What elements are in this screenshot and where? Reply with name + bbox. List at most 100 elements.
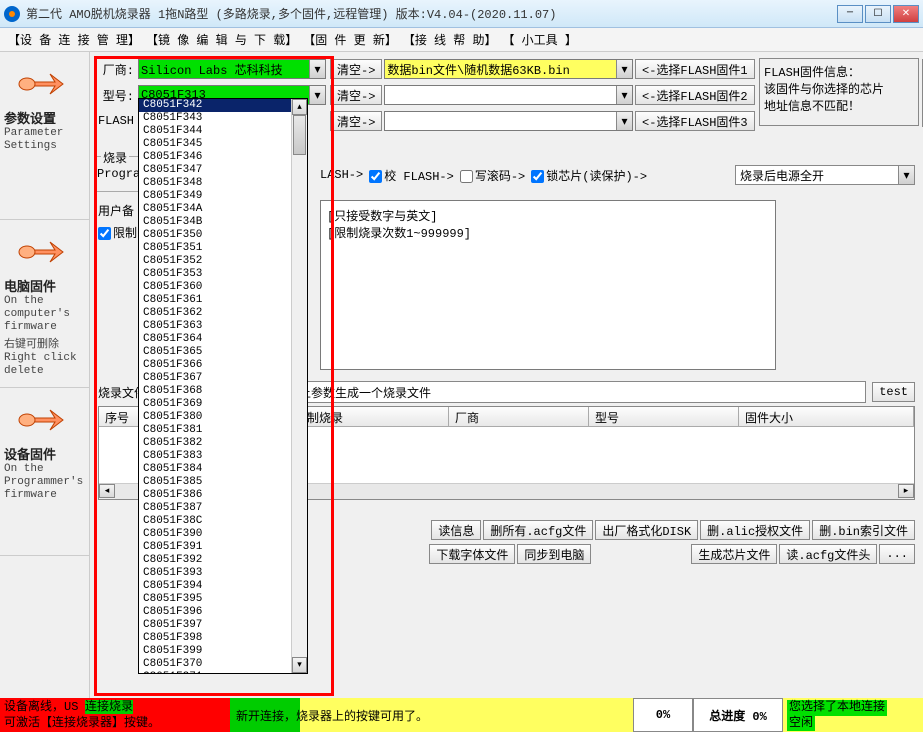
sidebar-device-firmware[interactable]: 设备固件 On the Programmer's firmware bbox=[0, 388, 89, 556]
dropdown-scrollbar[interactable]: ▴▾ bbox=[291, 99, 307, 673]
col-size[interactable]: 固件大小 bbox=[739, 407, 914, 426]
close-button[interactable]: ✕ bbox=[893, 5, 919, 23]
dropdown-item[interactable]: C8051F396 bbox=[139, 606, 307, 619]
dropdown-item[interactable]: C8051F368 bbox=[139, 385, 307, 398]
dropdown-item[interactable]: C8051F393 bbox=[139, 567, 307, 580]
more-button[interactable]: ... bbox=[879, 544, 915, 564]
dropdown-item[interactable]: C8051F381 bbox=[139, 424, 307, 437]
status-progress: 0% bbox=[633, 698, 693, 732]
minimize-button[interactable]: ─ bbox=[837, 5, 863, 23]
menu-firmware[interactable]: 【固 件 更 新】 bbox=[301, 29, 399, 50]
lock-chip-checkbox[interactable]: 锁芯片(读保护)-> bbox=[531, 167, 647, 184]
dropdown-item[interactable]: C8051F350 bbox=[139, 229, 307, 242]
col-limit[interactable]: 限制烧录 bbox=[289, 407, 449, 426]
scroll-thumb[interactable] bbox=[293, 115, 306, 155]
dropdown-item[interactable]: C8051F345 bbox=[139, 138, 307, 151]
sync-pc-button[interactable]: 同步到电脑 bbox=[517, 544, 591, 564]
dropdown-item[interactable]: C8051F34B bbox=[139, 216, 307, 229]
dropdown-item[interactable]: C8051F38C bbox=[139, 515, 307, 528]
dropdown-item[interactable]: C8051F370 bbox=[139, 658, 307, 671]
dropdown-item[interactable]: C8051F383 bbox=[139, 450, 307, 463]
dropdown-item[interactable]: C8051F367 bbox=[139, 372, 307, 385]
scroll-down-icon[interactable]: ▾ bbox=[292, 657, 307, 673]
limit-checkbox[interactable]: 限制 bbox=[98, 224, 137, 241]
select-flash1-button[interactable]: <-选择FLASH固件1 bbox=[635, 59, 755, 79]
dropdown-item[interactable]: C8051F380 bbox=[139, 411, 307, 424]
scroll-left-icon[interactable]: ◂ bbox=[99, 484, 115, 498]
dropdown-item[interactable]: C8051F349 bbox=[139, 190, 307, 203]
dropdown-item[interactable]: C8051F343 bbox=[139, 112, 307, 125]
dropdown-item[interactable]: C8051F399 bbox=[139, 645, 307, 658]
download-font-button[interactable]: 下载字体文件 bbox=[429, 544, 515, 564]
select-flash3-button[interactable]: <-选择FLASH固件3 bbox=[635, 111, 755, 131]
dropdown-item[interactable]: C8051F392 bbox=[139, 554, 307, 567]
sidebar: 参数设置 Parameter Settings 电脑固件 On the comp… bbox=[0, 52, 90, 710]
dropdown-item[interactable]: C8051F391 bbox=[139, 541, 307, 554]
col-vendor[interactable]: 厂商 bbox=[449, 407, 589, 426]
dropdown-item[interactable]: C8051F395 bbox=[139, 593, 307, 606]
dropdown-item[interactable]: C8051F398 bbox=[139, 632, 307, 645]
dropdown-item[interactable]: C8051F353 bbox=[139, 268, 307, 281]
dropdown-item[interactable]: C8051F342 bbox=[139, 99, 307, 112]
power-option-select[interactable]: 烧录后电源全开▾ bbox=[735, 165, 915, 185]
dropdown-item[interactable]: C8051F352 bbox=[139, 255, 307, 268]
maximize-button[interactable]: ☐ bbox=[865, 5, 891, 23]
clear3-button[interactable]: 清空-> bbox=[330, 111, 382, 131]
read-info-button[interactable]: 读信息 bbox=[431, 520, 481, 540]
dropdown-item[interactable]: C8051F363 bbox=[139, 320, 307, 333]
gen-chipfile-button[interactable]: 生成芯片文件 bbox=[691, 544, 777, 564]
test-button[interactable]: test bbox=[872, 382, 915, 402]
dropdown-item[interactable]: C8051F344 bbox=[139, 125, 307, 138]
dropdown-item[interactable]: C8051F390 bbox=[139, 528, 307, 541]
menu-tools[interactable]: 【 小工具 】 bbox=[500, 29, 578, 50]
clear2-button[interactable]: 清空-> bbox=[330, 85, 382, 105]
dropdown-arrow-icon: ▾ bbox=[616, 60, 632, 78]
dropdown-item[interactable]: C8051F386 bbox=[139, 489, 307, 502]
menu-image[interactable]: 【镜 像 编 辑 与 下 载】 bbox=[144, 29, 299, 50]
col-model[interactable]: 型号 bbox=[589, 407, 739, 426]
scroll-up-icon[interactable]: ▴ bbox=[292, 99, 307, 115]
dropdown-item[interactable]: C8051F347 bbox=[139, 164, 307, 177]
scroll-right-icon[interactable]: ▸ bbox=[898, 484, 914, 498]
note-textarea[interactable]: [只接受数字与英文] [限制烧录次数1~999999] bbox=[320, 200, 776, 370]
dropdown-item[interactable]: C8051F397 bbox=[139, 619, 307, 632]
select-flash2-button[interactable]: <-选择FLASH固件2 bbox=[635, 85, 755, 105]
del-alic-button[interactable]: 删.alic授权文件 bbox=[700, 520, 810, 540]
dropdown-item[interactable]: C8051F361 bbox=[139, 294, 307, 307]
vendor-select[interactable]: Silicon Labs 芯科科技▾ bbox=[138, 59, 326, 79]
read-acfg-header-button[interactable]: 读.acfg文件头 bbox=[779, 544, 877, 564]
menu-device[interactable]: 【设 备 连 接 管 理】 bbox=[6, 29, 142, 50]
sidebar-parameter-settings[interactable]: 参数设置 Parameter Settings bbox=[0, 52, 89, 220]
dropdown-item[interactable]: C8051F366 bbox=[139, 359, 307, 372]
vendor-label: 厂商: bbox=[94, 61, 138, 78]
del-acfg-button[interactable]: 删所有.acfg文件 bbox=[483, 520, 593, 540]
path2-input[interactable]: ▾ bbox=[384, 85, 633, 105]
dropdown-item[interactable]: C8051F369 bbox=[139, 398, 307, 411]
dropdown-item[interactable]: C8051F394 bbox=[139, 580, 307, 593]
dropdown-item[interactable]: C8051F385 bbox=[139, 476, 307, 489]
hand-icon bbox=[15, 62, 75, 102]
verify-flash-checkbox[interactable]: 校 FLASH-> bbox=[369, 167, 454, 184]
model-dropdown-list[interactable]: C8051F342C8051F343C8051F344C8051F345C805… bbox=[138, 98, 308, 674]
dropdown-item[interactable]: C8051F382 bbox=[139, 437, 307, 450]
dropdown-item[interactable]: C8051F384 bbox=[139, 463, 307, 476]
sidebar-computer-firmware[interactable]: 电脑固件 On the computer's firmware 右键可删除 Ri… bbox=[0, 220, 89, 388]
content-area: 厂商: Silicon Labs 芯科科技▾ 型号: C8051F313▾ FL… bbox=[90, 52, 923, 710]
dropdown-item[interactable]: C8051F364 bbox=[139, 333, 307, 346]
dropdown-item[interactable]: C8051F351 bbox=[139, 242, 307, 255]
menu-wiring[interactable]: 【接 线 帮 助】 bbox=[401, 29, 499, 50]
dropdown-item[interactable]: C8051F348 bbox=[139, 177, 307, 190]
rolling-code-checkbox[interactable]: 写滚码-> bbox=[460, 167, 525, 184]
dropdown-item[interactable]: C8051F362 bbox=[139, 307, 307, 320]
dropdown-item[interactable]: C8051F365 bbox=[139, 346, 307, 359]
del-bin-button[interactable]: 删.bin索引文件 bbox=[812, 520, 915, 540]
dropdown-item[interactable]: C8051F371 bbox=[139, 671, 307, 674]
clear1-button[interactable]: 清空-> bbox=[330, 59, 382, 79]
dropdown-item[interactable]: C8051F346 bbox=[139, 151, 307, 164]
dropdown-item[interactable]: C8051F360 bbox=[139, 281, 307, 294]
path3-input[interactable]: ▾ bbox=[384, 111, 633, 131]
dropdown-item[interactable]: C8051F387 bbox=[139, 502, 307, 515]
format-disk-button[interactable]: 出厂格式化DISK bbox=[595, 520, 698, 540]
path1-input[interactable]: 数据bin文件\随机数据63KB.bin▾ bbox=[384, 59, 633, 79]
dropdown-item[interactable]: C8051F34A bbox=[139, 203, 307, 216]
